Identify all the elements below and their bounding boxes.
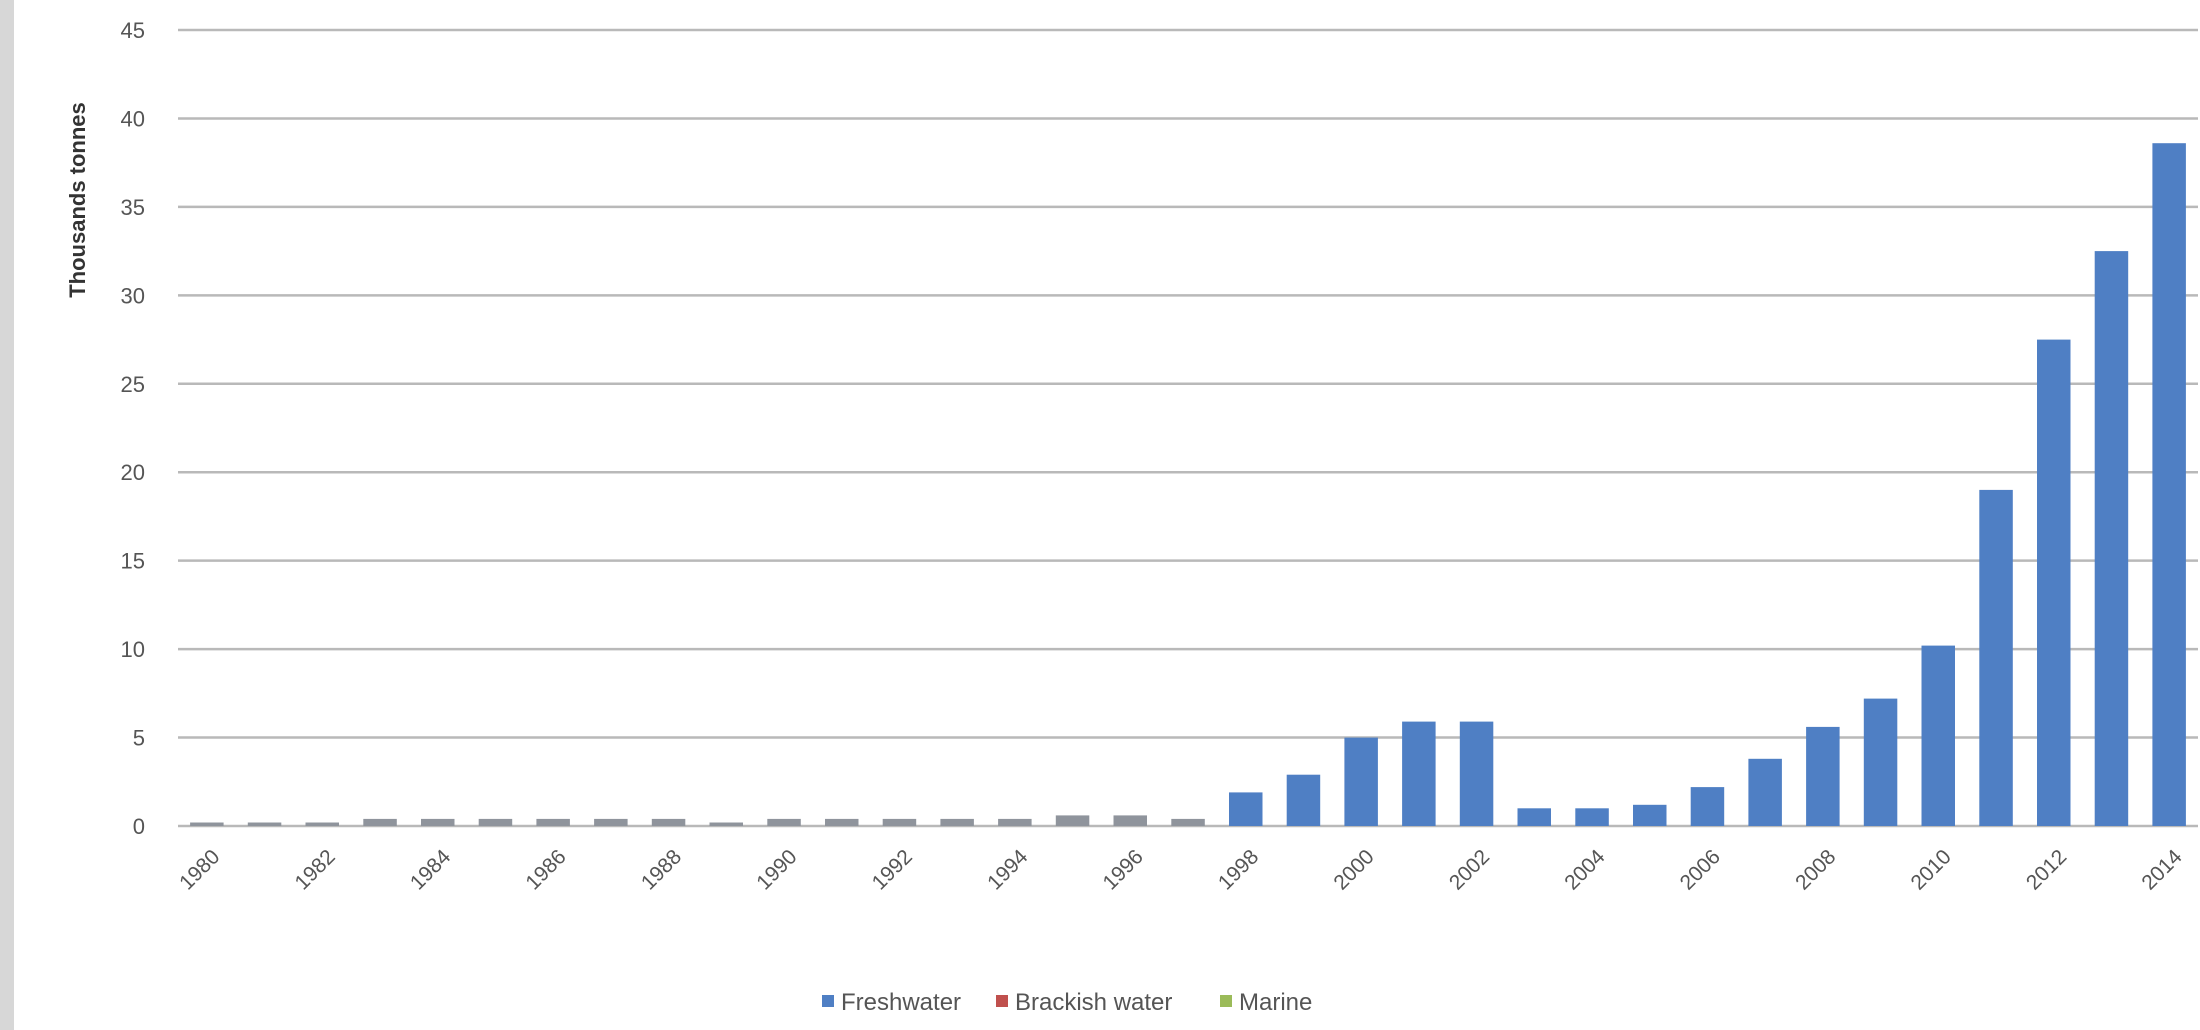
bar-1994 [998,818,1032,826]
x-tick-label: 1994 [983,845,1033,895]
x-axis-ticks: 1980 1982 1984 1986 1988 1990 1992 1994 1996 1998… [175,845,2187,895]
x-tick-label: 1996 [1099,845,1148,894]
legend: Freshwater Brackish water Marine [822,989,1312,1016]
bar-2000 [1344,737,1378,826]
bar-1981 [247,822,282,826]
y-tick-label: 15 [121,549,145,574]
bar-2006 [1690,787,1725,826]
legend-label: Brackish water [1015,989,1172,1016]
x-tick-label: 2010 [1907,845,1956,894]
bar-2004 [1575,808,1609,826]
x-tick-label: 1988 [637,845,686,894]
bar-1992 [882,818,917,826]
bar-1991 [825,818,859,826]
y-axis-ticks: 0 5 10 15 20 25 30 35 40 45 [121,18,145,839]
bar-2008 [1806,726,1840,826]
bar-2010 [1921,645,1955,826]
bar-1984 [421,818,455,826]
x-tick-label: 2014 [2137,845,2187,895]
y-axis-title: Thousands tonnes [65,102,90,298]
bar-1996 [1113,815,1147,826]
y-tick-label: 25 [121,372,145,397]
bar-1983 [363,818,397,826]
y-tick-label: 30 [121,283,145,308]
y-tick-label: 40 [121,106,145,131]
x-tick-label: 2008 [1791,845,1840,894]
bar-2012 [2037,339,2071,826]
y-tick-label: 0 [133,814,145,839]
x-tick-label: 1982 [291,845,340,894]
legend-swatch-marine [1220,995,1232,1007]
bar-2009 [1863,698,1898,826]
bar-1999 [1286,774,1321,826]
bar-1987 [594,818,628,826]
bar-1980 [190,822,224,826]
legend-swatch-freshwater [822,995,834,1007]
bar-2007 [1748,758,1782,826]
x-tick-label: 1986 [521,845,570,894]
bar-1995 [1055,815,1090,826]
x-tick-label: 2004 [1560,845,1610,895]
x-tick-label: 1992 [868,845,917,894]
bar-1982 [305,822,339,826]
bar-1985 [478,818,513,826]
bar-2001 [1402,721,1436,826]
bar-1990 [767,818,801,826]
legend-label: Freshwater [841,989,961,1016]
y-tick-label: 10 [121,637,145,662]
bar-2014 [2152,143,2186,826]
legend-label: Marine [1239,989,1312,1016]
bars [190,143,2186,827]
x-tick-label: 1984 [406,845,456,895]
bar-2005 [1633,804,1667,826]
x-tick-label: 1980 [175,845,224,894]
bar-1986 [536,818,570,826]
chart-frame-edge [0,0,14,1030]
bar-1988 [651,818,686,826]
y-tick-label: 5 [133,726,145,751]
x-tick-label: 1998 [1214,845,1263,894]
x-tick-label: 2002 [1445,845,1494,894]
x-tick-label: 1990 [752,845,801,894]
bar-2002 [1459,721,1494,826]
bar-1989 [709,822,743,826]
bar-2003 [1517,808,1551,826]
x-tick-label: 2000 [1329,845,1378,894]
bar-1998 [1229,792,1263,826]
bar-2011 [1979,489,2013,826]
x-tick-label: 2012 [2022,845,2071,894]
y-tick-label: 35 [121,195,145,220]
bar-2013 [2094,251,2129,827]
bar-1997 [1171,818,1205,826]
legend-swatch-brackish-water [996,995,1008,1007]
y-tick-label: 45 [121,18,145,43]
x-tick-label: 2006 [1676,845,1725,894]
bar-1993 [940,818,974,826]
y-tick-label: 20 [121,460,145,485]
